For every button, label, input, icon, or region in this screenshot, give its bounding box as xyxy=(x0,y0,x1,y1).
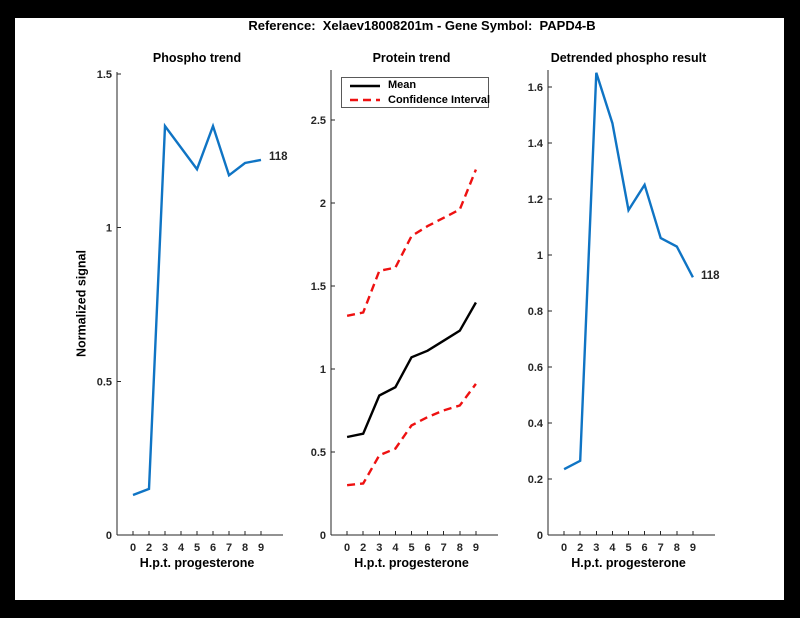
series-line-detrended-signal xyxy=(563,72,694,471)
y-tick-label: 0.8 xyxy=(528,306,543,318)
series-line-confidence-lower xyxy=(346,383,477,487)
y-tick-label: 0 xyxy=(106,530,112,542)
legend-label-confidence-interval: Confidence Interval xyxy=(388,94,491,106)
y-tick-label: 0.5 xyxy=(97,376,112,388)
subplot1-line-end-label: 118 xyxy=(269,151,288,163)
x-tick-label: 9 xyxy=(258,542,264,554)
series-line-phospho-signal xyxy=(132,122,262,497)
x-tick-label: 2 xyxy=(360,542,366,554)
y-tick-label: 2 xyxy=(320,198,326,210)
y-tick-label: 1.5 xyxy=(97,69,112,81)
x-tick-label: 3 xyxy=(376,542,382,554)
figure-background xyxy=(15,18,784,600)
x-tick-label: 8 xyxy=(242,542,248,554)
x-tick-label: 5 xyxy=(625,542,631,554)
x-tick-label: 3 xyxy=(162,542,168,554)
y-tick-label: 1.4 xyxy=(528,138,544,150)
subplot1-title: Phospho trend xyxy=(152,51,242,65)
y-tick-label: 2.5 xyxy=(311,115,326,127)
x-tick-label: 8 xyxy=(457,542,463,554)
x-tick-label: 5 xyxy=(408,542,414,554)
x-tick-label: 2 xyxy=(146,542,152,554)
y-tick-label: 1 xyxy=(106,223,112,235)
x-tick-label: 7 xyxy=(226,542,232,554)
x-tick-label: 8 xyxy=(674,542,680,554)
y-tick-label: 1.6 xyxy=(528,82,543,94)
series-line-confidence-upper xyxy=(346,169,478,317)
subplot2-title: Protein trend xyxy=(372,51,451,65)
x-tick-label: 9 xyxy=(473,542,479,554)
x-tick-label: 7 xyxy=(441,542,447,554)
y-tick-label: 0.4 xyxy=(528,418,544,430)
y-tick-label: 0 xyxy=(320,530,326,542)
confidence-interval-line-sample-icon xyxy=(350,98,380,102)
y-tick-label: 1.5 xyxy=(311,281,326,293)
x-tick-label: 2 xyxy=(577,542,583,554)
x-tick-label: 4 xyxy=(392,542,399,554)
figure-title: Reference: Xelaev18008201m - Gene Symbol… xyxy=(248,18,596,33)
y-tick-label: 0.2 xyxy=(528,474,543,486)
legend-item-confidence-interval: Confidence Interval xyxy=(342,93,491,108)
subplot2-x-axis-label: H.p.t. progesterone xyxy=(354,556,469,570)
legend-item-mean: Mean xyxy=(342,78,488,93)
subplot3-x-axis-label: H.p.t. progesterone xyxy=(571,556,686,570)
mean-line-sample-icon xyxy=(350,84,380,88)
subplot1-y-axis-label: Normalized signal xyxy=(74,250,89,357)
x-tick-label: 4 xyxy=(609,542,616,554)
x-tick-label: 6 xyxy=(425,542,431,554)
y-tick-label: 1 xyxy=(537,250,543,262)
y-tick-label: 0.5 xyxy=(311,447,326,459)
y-tick-label: 0 xyxy=(537,530,543,542)
subplot1-x-axis-label: H.p.t. progesterone xyxy=(139,556,255,570)
x-tick-label: 6 xyxy=(642,542,648,554)
x-tick-label: 5 xyxy=(194,542,200,554)
legend-box: Mean Confidence Interval xyxy=(341,77,491,108)
legend-label-mean: Mean xyxy=(388,79,417,91)
x-tick-label: 6 xyxy=(210,542,216,554)
x-tick-label: 0 xyxy=(344,542,350,554)
subplot3-line-end-label: 118 xyxy=(701,270,720,282)
y-tick-label: 1.2 xyxy=(528,194,543,206)
x-tick-label: 9 xyxy=(690,542,696,554)
x-tick-label: 0 xyxy=(130,542,136,554)
x-tick-label: 7 xyxy=(658,542,664,554)
subplot3-title: Detrended phospho result xyxy=(550,51,707,65)
x-tick-label: 3 xyxy=(593,542,599,554)
y-tick-label: 1 xyxy=(320,364,326,376)
x-tick-label: 4 xyxy=(178,542,185,554)
y-tick-label: 0.6 xyxy=(528,362,543,374)
series-line-mean xyxy=(346,301,477,439)
x-tick-label: 0 xyxy=(561,542,567,554)
